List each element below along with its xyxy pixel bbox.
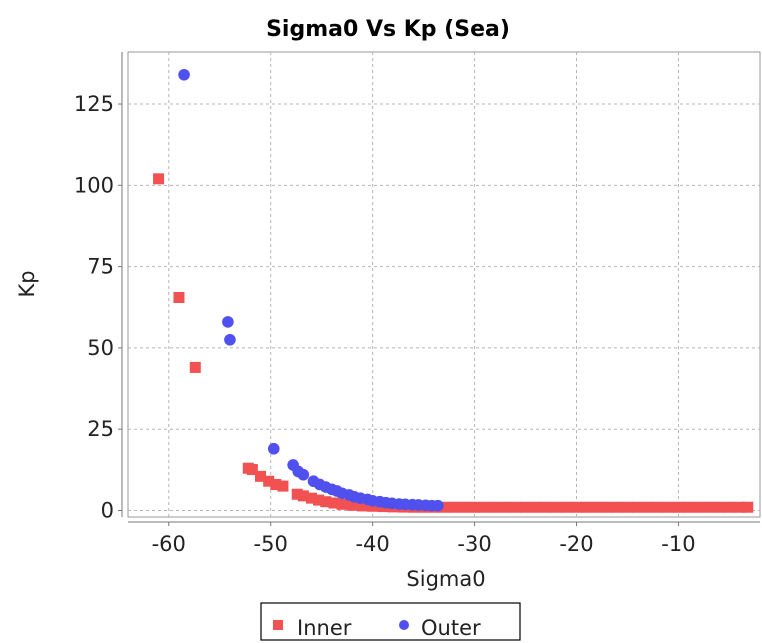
data-point-inner (448, 501, 460, 513)
legend-inner-marker (273, 620, 283, 630)
data-point-inner (723, 501, 735, 513)
data-point-inner (458, 501, 470, 513)
data-point-inner (742, 501, 754, 513)
data-point-inner (346, 499, 358, 511)
tick-labels: 0 25 50 75 100 125 -60 -50 -40 -30 -20 -10 (74, 92, 696, 556)
data-point-inner (313, 494, 325, 506)
legend: Inner Outer (260, 602, 521, 641)
data-point-inner (255, 470, 267, 482)
data-point-outer (267, 442, 280, 455)
data-point-inner (703, 501, 715, 513)
data-point-inner (530, 501, 542, 513)
data-point-inner (469, 501, 481, 513)
data-point-inner (683, 501, 695, 513)
y-tick-label: 100 (74, 173, 114, 197)
data-point-inner (662, 501, 674, 513)
data-point-inner (328, 497, 340, 509)
data-point-inner (693, 501, 705, 513)
data-point-inner (571, 501, 583, 513)
x-tick-label: -50 (254, 532, 288, 556)
data-point-inner (601, 501, 613, 513)
legend-inner-label: Inner (297, 616, 352, 640)
data-point-inner (642, 501, 654, 513)
data-point-inner (621, 501, 633, 513)
x-tick-label: -40 (355, 532, 389, 556)
data-point-inner (520, 501, 532, 513)
data-point-inner (305, 492, 317, 504)
data-marks (153, 68, 754, 513)
y-tick-label: 50 (87, 336, 114, 360)
data-point-inner (246, 464, 258, 476)
data-point-inner (189, 361, 201, 373)
data-point-outer (224, 333, 236, 346)
data-point-inner (356, 500, 368, 512)
data-point-inner (632, 501, 644, 513)
legend-box (260, 602, 521, 641)
x-tick-label: -30 (457, 532, 491, 556)
data-point-inner (611, 501, 623, 513)
data-point-inner (336, 498, 348, 510)
data-point-inner (277, 480, 289, 492)
data-point-inner (560, 501, 572, 513)
plot-area (127, 51, 761, 518)
data-point-inner (581, 501, 593, 513)
data-point-inner (652, 501, 664, 513)
legend-outer-label: Outer (421, 616, 481, 640)
data-point-inner (320, 496, 332, 508)
x-tick-label: -20 (559, 532, 593, 556)
data-point-inner (540, 501, 552, 513)
y-axis-label: Kp (15, 270, 39, 297)
data-point-inner (489, 501, 501, 513)
data-point-inner (270, 478, 282, 490)
data-point-inner (672, 501, 684, 513)
x-axis-label: Sigma0 (406, 567, 485, 591)
axes (118, 52, 760, 526)
data-point-inner (509, 501, 521, 513)
data-point-inner (591, 501, 603, 513)
data-point-inner (713, 501, 725, 513)
data-point-inner (499, 501, 511, 513)
x-tick-label: -60 (152, 532, 186, 556)
y-tick-label: 0 (101, 498, 114, 522)
data-point-outer (178, 68, 190, 81)
data-point-inner (297, 490, 309, 502)
data-point-outer (222, 316, 234, 328)
data-point-inner (153, 173, 165, 185)
data-point-inner (263, 475, 275, 487)
data-point-inner (173, 292, 185, 304)
x-tick-label: -10 (661, 532, 695, 556)
data-point-inner (550, 501, 562, 513)
data-point-inner (438, 501, 450, 513)
series-outer (178, 68, 444, 512)
y-tick-label: 75 (87, 255, 114, 279)
data-point-outer (432, 499, 444, 512)
legend-outer-marker (399, 620, 409, 630)
chart-title: Sigma0 Vs Kp (Sea) (266, 17, 510, 42)
y-tick-label: 125 (74, 92, 114, 116)
data-point-inner (734, 501, 746, 513)
data-point-outer (297, 468, 310, 481)
data-point-inner (291, 488, 303, 500)
data-point-inner (479, 501, 491, 513)
y-tick-label: 25 (87, 417, 114, 441)
